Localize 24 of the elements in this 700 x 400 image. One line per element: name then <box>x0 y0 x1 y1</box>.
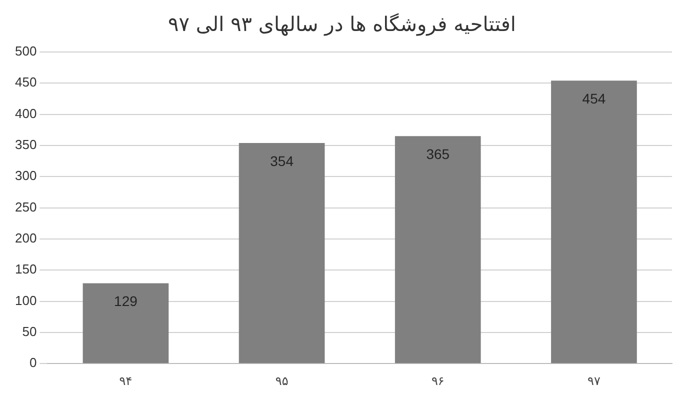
chart-title: افتتاحیه فروشگاه ها در سالهای ۹۳ الی ۹۷ <box>168 12 516 36</box>
bar <box>551 80 637 364</box>
bar <box>82 283 169 364</box>
data-label: 365 <box>426 146 450 162</box>
x-tick-label: ۹۵ <box>275 374 288 388</box>
y-tick-label: 500 <box>14 44 37 59</box>
x-tick-label: ۹۷ <box>588 374 601 388</box>
bar <box>394 136 481 364</box>
y-tick-label: 450 <box>14 74 37 90</box>
y-tick-label: 400 <box>14 106 37 121</box>
y-tick-label: 300 <box>14 168 37 184</box>
y-tick-label: 100 <box>14 292 37 308</box>
bar <box>238 142 325 364</box>
y-tick-label: 200 <box>14 230 37 246</box>
data-label: 354 <box>270 152 294 169</box>
y-tick-label: 50 <box>22 324 37 340</box>
x-tick-label: ۹۴ <box>119 374 132 388</box>
y-tick-label: 250 <box>14 199 37 214</box>
data-label: 129 <box>114 293 138 310</box>
data-label: 454 <box>582 90 606 107</box>
x-tick-label: ۹۶ <box>431 374 444 388</box>
y-tick-label: 0 <box>29 355 37 370</box>
y-tick-label: 350 <box>14 137 37 152</box>
y-tick-label: 150 <box>14 262 37 277</box>
